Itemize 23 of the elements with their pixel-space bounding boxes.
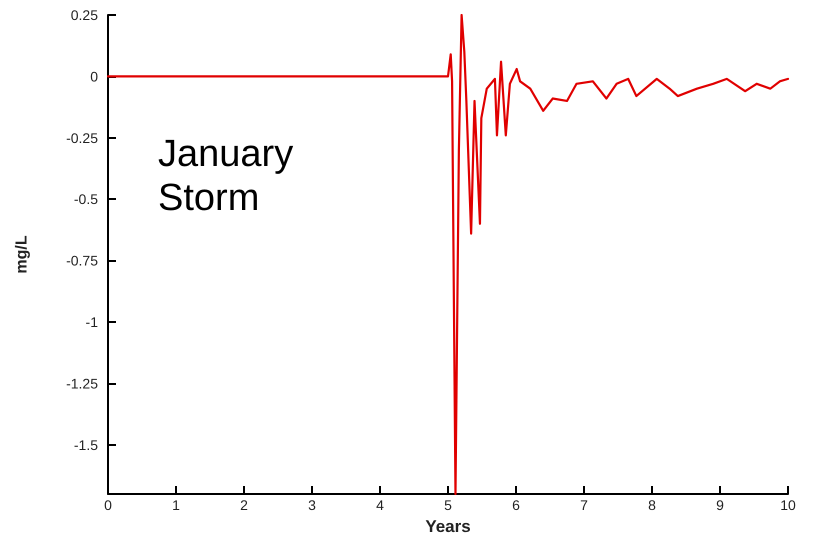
line-series [106, 14, 790, 496]
x-tick-label: 7 [580, 497, 588, 513]
y-tick-label: 0 [90, 68, 98, 84]
x-tick-label: 9 [716, 497, 724, 513]
y-axis-title: mg/L [14, 235, 30, 274]
y-tick-label: -0.5 [74, 191, 98, 208]
x-tick-label: 8 [648, 497, 656, 513]
x-tick-label: 3 [308, 497, 316, 513]
y-tick-label: -1.5 [74, 436, 98, 453]
x-tick-label: 6 [512, 497, 520, 513]
y-tick-label: -1.25 [66, 375, 98, 392]
annotation: January Storm [158, 133, 304, 219]
y-tick-label: -1 [86, 314, 98, 330]
x-tick-label: 0 [104, 497, 112, 513]
x-tick-label: 2 [240, 497, 248, 513]
x-tick-label: 10 [780, 497, 796, 513]
y-tick-label: -0.75 [66, 252, 98, 269]
y-tick-label: 0.25 [70, 7, 98, 23]
x-tick-label: 5 [444, 497, 452, 513]
x-tick-label: 1 [172, 497, 180, 513]
x-axis-title: Years [425, 517, 471, 536]
x-tick-label: 4 [376, 497, 384, 513]
y-tick-label: -0.25 [66, 130, 98, 146]
